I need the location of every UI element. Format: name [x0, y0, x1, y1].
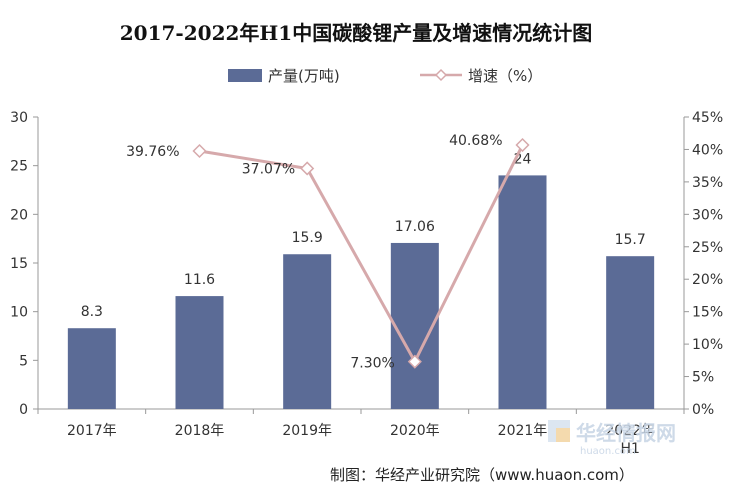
growth-value-label: 39.76% [126, 144, 179, 160]
legend: 产量(万吨) 增速（%） [228, 67, 542, 85]
legend-line-marker [434, 68, 448, 82]
x-tick-label: 2018年 [175, 423, 225, 439]
right-tick-label: 25% [692, 240, 723, 256]
legend-bar-label: 产量(万吨) [268, 67, 340, 85]
left-tick-label: 10 [10, 305, 28, 321]
source-note: 制图：华经产业研究院（www.huaon.com） [330, 466, 634, 484]
legend-line-label: 增速（%） [468, 67, 542, 85]
growth-value-label: 7.30% [350, 356, 394, 372]
watermark-logo-accent [556, 428, 570, 442]
bar [606, 256, 655, 409]
bar-value-label: 11.6 [184, 272, 215, 288]
growth-marker [407, 354, 422, 369]
right-tick-label: 45% [692, 110, 723, 126]
left-tick-label: 15 [10, 256, 28, 272]
left-tick-label: 25 [10, 159, 28, 175]
growth-marker [192, 143, 207, 159]
bar-value-label: 17.06 [395, 219, 435, 235]
growth-marker [515, 137, 530, 153]
right-tick-label: 15% [692, 305, 723, 321]
bar [67, 328, 116, 409]
left-tick-label: 0 [19, 402, 28, 418]
right-tick-label: 30% [692, 207, 723, 223]
bar [283, 254, 332, 409]
watermark-subtext: huaon.com [580, 446, 636, 457]
bar-value-label: 15.7 [615, 232, 646, 248]
right-tick-label: 20% [692, 272, 723, 288]
left-tick-label: 30 [10, 110, 28, 126]
x-tick-label: 2020年 [390, 423, 440, 439]
right-tick-label: 40% [692, 142, 723, 158]
bar-value-label: 8.3 [81, 304, 103, 320]
x-tick-label: 2022年 [605, 423, 655, 439]
bar [498, 175, 547, 409]
bar [390, 242, 439, 409]
bar [175, 296, 224, 409]
legend-bar-swatch [228, 69, 262, 82]
right-tick-label: 10% [692, 337, 723, 353]
growth-value-label: 37.07% [242, 161, 295, 177]
right-tick-label: 0% [692, 402, 714, 418]
right-tick-label: 35% [692, 175, 723, 191]
left-tick-label: 5 [19, 353, 28, 369]
x-tick-label-line2: H1 [620, 441, 639, 457]
watermark-text: 华经情报网 [576, 421, 676, 445]
x-tick-label: 2021年 [498, 423, 548, 439]
x-tick-label: 2017年 [67, 423, 117, 439]
watermark: 华经情报网 huaon.com [548, 420, 676, 457]
growth-value-label: 40.68% [449, 133, 502, 149]
bar-value-label: 15.9 [292, 230, 323, 246]
left-tick-label: 20 [10, 207, 28, 223]
x-tick-label: 2019年 [282, 423, 332, 439]
growth-marker [300, 161, 315, 176]
growth-line [199, 144, 524, 364]
right-tick-label: 5% [692, 370, 714, 386]
plot-area: 0 5 10 15 20 25 30 0% 5% 10% 15% 20% 25% 30% 35% 40% 45%… [10, 110, 723, 457]
chart-title: 2017-2022年H1中国碳酸锂产量及增速情况统计图 [120, 21, 592, 45]
